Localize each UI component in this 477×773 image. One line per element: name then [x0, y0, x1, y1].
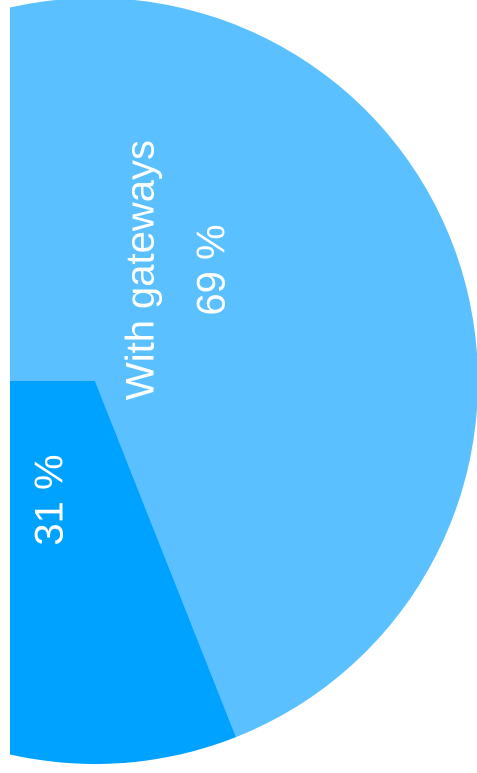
slice-value-label: 69 %: [190, 224, 234, 315]
pie-slice: [10, 381, 236, 764]
slice-value-label: 31 %: [28, 454, 72, 545]
pie-slice: [10, 0, 477, 738]
slice-label: With gateways: [119, 140, 163, 400]
